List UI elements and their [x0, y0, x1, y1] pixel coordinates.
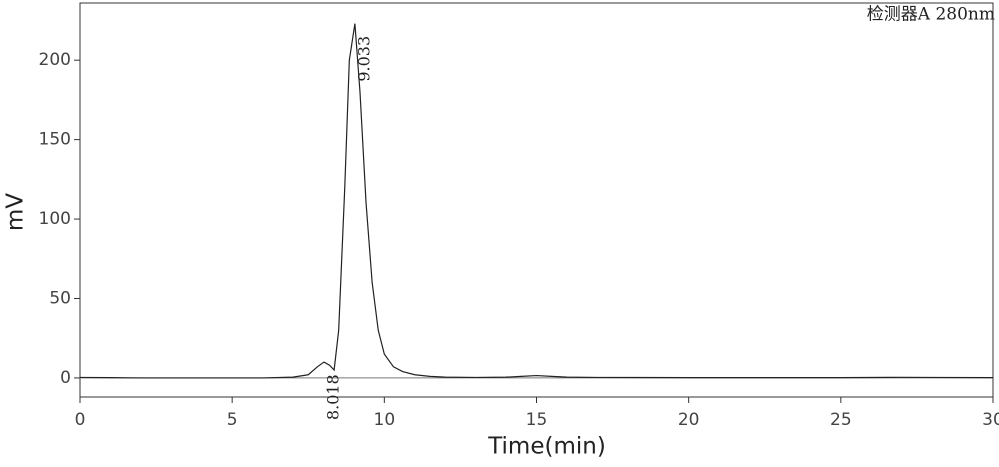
x-tick-label: 25: [830, 410, 852, 430]
y-tick-label: 50: [49, 289, 71, 309]
x-tick-label: 10: [374, 410, 396, 430]
x-tick-label: 20: [678, 410, 700, 430]
peak-label: 8.018: [324, 374, 343, 420]
x-tick-label: 15: [526, 410, 548, 430]
x-tick-label: 30: [982, 410, 999, 430]
x-tick-label: 0: [75, 410, 86, 430]
y-tick-label: 200: [39, 50, 71, 70]
y-tick-label: 0: [60, 368, 71, 388]
x-tick-label: 5: [227, 410, 238, 430]
plot-frame: [79, 2, 994, 398]
detector-label: 检测器A 280nm: [867, 5, 995, 25]
y-tick-label: 150: [39, 130, 71, 150]
x-axis-title: Time(min): [487, 434, 606, 460]
y-axis-title: mV: [3, 193, 29, 231]
y-tick-label: 100: [39, 209, 71, 229]
trace: [79, 23, 994, 379]
peak-label: 9.033: [354, 36, 373, 82]
